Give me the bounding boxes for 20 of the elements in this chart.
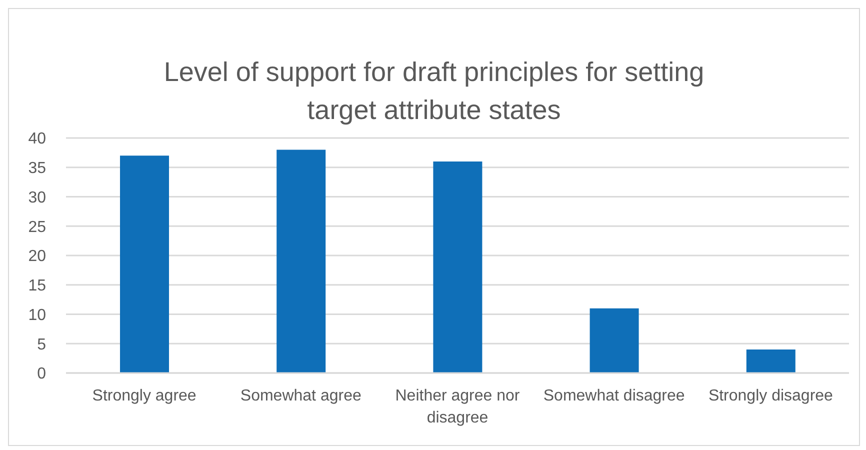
y-tick-label: 5 xyxy=(37,336,46,354)
y-tick-label: 30 xyxy=(28,189,46,206)
x-tick-label: Neither agree nor disagree xyxy=(395,387,520,426)
x-tick-label: Strongly agree xyxy=(92,387,196,404)
bar xyxy=(276,150,326,373)
bar xyxy=(746,350,796,373)
x-tick-label: Strongly disagree xyxy=(708,387,834,404)
chart-title: Level of support for draft principles for setting target attribute states xyxy=(162,56,706,127)
y-tick-label: 25 xyxy=(28,218,46,236)
x-tick-label: Somewhat disagree xyxy=(543,387,685,404)
y-tick-label: 10 xyxy=(28,306,46,324)
y-tick-label: 15 xyxy=(28,278,46,295)
y-tick-label: 40 xyxy=(28,130,46,148)
bar xyxy=(120,156,169,373)
y-tick-label: 0 xyxy=(37,366,46,383)
y-tick-label: 35 xyxy=(28,160,46,178)
bar xyxy=(433,162,482,373)
x-tick-label: Somewhat agree xyxy=(240,387,362,404)
y-tick-label: 20 xyxy=(28,248,46,266)
bar xyxy=(590,308,639,373)
